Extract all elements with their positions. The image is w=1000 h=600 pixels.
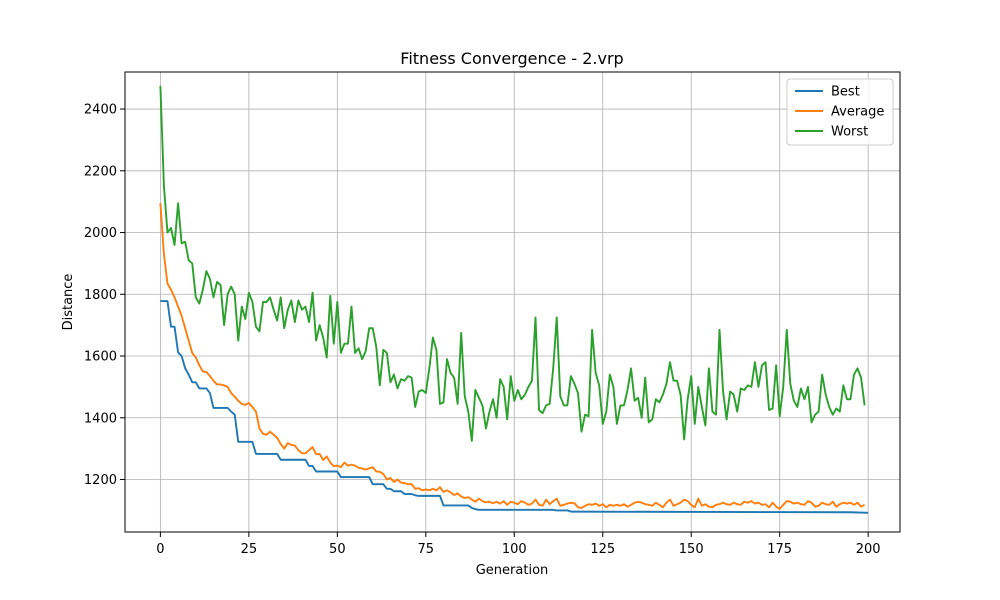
chart-title: Fitness Convergence - 2.vrp (400, 49, 623, 68)
x-tick-label: 175 (767, 542, 792, 557)
y-tick-label: 1800 (84, 288, 117, 303)
plot-frame (124, 71, 901, 533)
y-tick-label: 2000 (84, 226, 117, 241)
legend: Best Average Worst (786, 78, 894, 146)
x-tick-label: 200 (856, 542, 881, 557)
y-tick-label: 1600 (84, 350, 117, 365)
y-tick-label: 1400 (84, 411, 117, 426)
x-tick-label: 75 (418, 542, 435, 557)
x-tick-label: 125 (590, 542, 615, 557)
x-tick-label: 100 (502, 542, 527, 557)
legend-box (786, 78, 894, 146)
series-line-worst (159, 85, 866, 442)
series-line-best (160, 300, 869, 514)
x-tick-label: 50 (329, 542, 346, 557)
y-axis-label: Distance (61, 274, 76, 331)
series-line-average (159, 203, 866, 510)
grid (125, 72, 900, 532)
x-tick-label: 25 (241, 542, 258, 557)
legend-label-worst: Worst (831, 125, 868, 140)
series-lines (159, 85, 869, 514)
y-tick-label: 2400 (84, 103, 117, 118)
x-tick-label: 0 (156, 542, 164, 557)
x-tick-label: 150 (679, 542, 704, 557)
legend-label-best: Best (831, 85, 860, 100)
y-tick-label: 1200 (84, 473, 117, 488)
x-axis-label: Generation (476, 563, 549, 578)
y-tick-label: 2200 (84, 164, 117, 179)
axis-ticks: 0 25 50 75 100 125 150 175 200 1200 1400 1600 1800 20… (84, 103, 881, 557)
legend-label-average: Average (831, 105, 884, 120)
